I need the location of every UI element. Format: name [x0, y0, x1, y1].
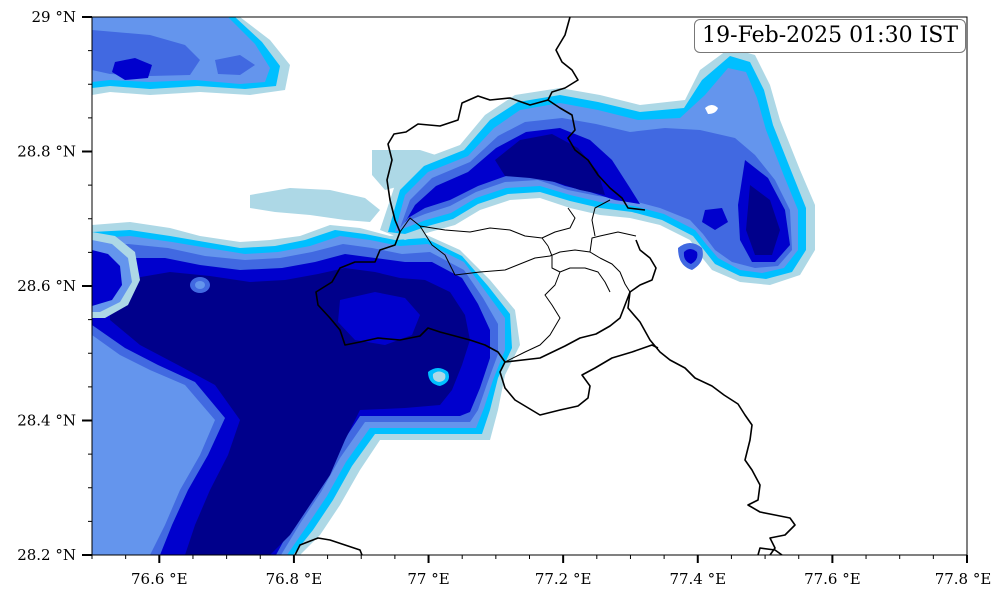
- x-tick-label: 77.4 °E: [669, 570, 726, 588]
- x-tick-label: 76.6 °E: [131, 570, 188, 588]
- x-tick-label: 77.2 °E: [535, 570, 592, 588]
- rain-mass-northwest: [92, 17, 290, 95]
- y-tick-label: 28.6 °N: [17, 277, 76, 295]
- state-boundary-southwest: [315, 231, 506, 363]
- rain-mass-southwest: [92, 222, 520, 555]
- district-boundary-8: [541, 207, 576, 239]
- x-tick-label: 76.8 °E: [266, 570, 323, 588]
- x-tick-label: 77.8 °E: [935, 570, 992, 588]
- rain-gap-ne-white: [705, 105, 718, 114]
- district-boundary-2: [454, 249, 601, 276]
- axis-ticks: [82, 16, 968, 563]
- boundary-south-edge-east: [757, 547, 783, 555]
- district-boundary-4: [504, 271, 561, 363]
- boundary-lines: [294, 17, 796, 555]
- y-tick-label: 28.4 °N: [17, 412, 76, 430]
- x-tick-label: 77 °E: [407, 570, 449, 588]
- y-tick-label: 28.8 °N: [17, 143, 76, 161]
- rain-mass-west-edge: [92, 232, 140, 318]
- rain-cell-small-west: [190, 277, 210, 293]
- rain-cell-ne-small-core: [683, 249, 698, 264]
- timestamp-label: 19-Feb-2025 01:30 IST: [694, 19, 966, 53]
- rain-cell-ne-east-core: [746, 185, 780, 255]
- district-boundary-7: [591, 199, 611, 237]
- state-boundary-delhi-west: [386, 95, 549, 233]
- rain-mass-northeast: [380, 48, 815, 285]
- district-boundary-9: [419, 225, 456, 276]
- x-tick-label: 77.6 °E: [804, 570, 861, 588]
- y-tick-label: 29 °N: [32, 8, 76, 26]
- river-yamuna-boundary: [627, 291, 796, 555]
- district-boundary-5: [589, 231, 637, 253]
- rain-cell-ne-mid: [702, 208, 728, 230]
- boundary-south-lower: [499, 344, 659, 416]
- y-tick-label: 28.2 °N: [17, 546, 76, 564]
- y-axis-labels: 29 °N 28.8 °N 28.6 °N 28.4 °N 28.2 °N: [17, 8, 76, 564]
- rain-spot-white: [432, 371, 446, 382]
- district-boundary-10: [399, 217, 421, 233]
- state-boundary-southeast: [504, 239, 657, 363]
- rain-gap-mediumblue: [338, 292, 420, 345]
- state-boundary-north: [547, 17, 646, 211]
- x-axis-labels: 76.6 °E 76.8 °E 77 °E 77.2 °E 77.4 °E 77.6 °E…: [131, 570, 991, 588]
- district-boundary-1: [419, 225, 549, 247]
- rain-band-ne-navy: [495, 134, 605, 195]
- boundary-south-edge: [294, 537, 363, 555]
- district-boundary-6: [599, 257, 631, 293]
- district-boundary-3: [547, 245, 611, 293]
